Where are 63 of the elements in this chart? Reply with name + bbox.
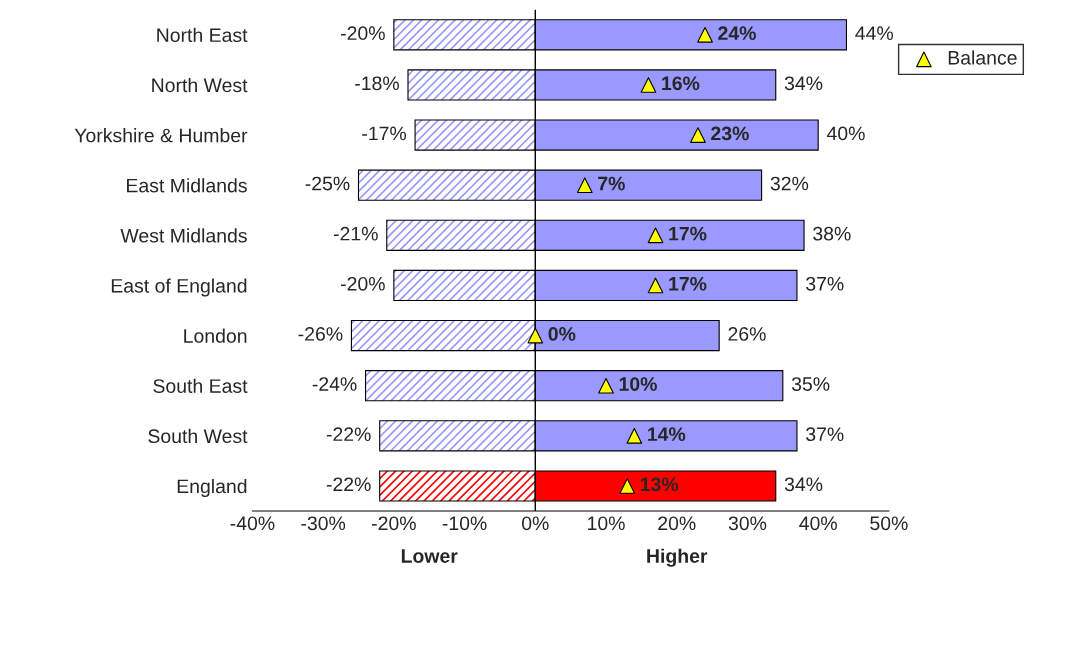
point [640,77,657,93]
data-label: 32% [770,176,809,191]
data-label: -22% [326,427,371,441]
y-tick-label: West Midlands [120,228,247,243]
data-label: 40% [826,126,865,141]
data-label: 24% [718,26,756,41]
y-tick-label: England [177,478,247,498]
point [598,377,614,394]
x-tick-label: -30% [301,516,346,531]
data-label: 37% [806,276,844,291]
y-tick-label: London [184,328,247,343]
y-tick-label: North West [152,77,248,93]
y-tick-label: South West [148,428,248,444]
data-label: 17% [669,226,707,241]
point [647,277,664,294]
data-label: 7% [598,176,625,191]
data-label: 0% [548,327,576,341]
data-label: 14% [648,427,686,442]
data-label: -26% [298,327,343,341]
x-tick-label: 10% [588,516,625,531]
x-tick-label: 50% [870,516,908,531]
data-label: 35% [791,377,830,391]
data-label: -22% [326,477,371,492]
data-label: 13% [640,477,679,492]
data-label: 16% [662,76,700,91]
y-tick-label: East of England [111,278,247,297]
text: Lower [401,549,458,563]
data-label: -17% [362,126,407,141]
text: Higher [647,548,708,567]
data-label: 10% [619,377,657,391]
y-tick-label: North East [157,27,248,43]
x-tick-label: 20% [658,516,696,531]
point [690,127,706,143]
point [619,478,636,494]
data-label: 23% [711,126,749,141]
point [626,428,643,444]
point [527,327,544,344]
x-tick-label: 30% [728,516,767,531]
x-tick-label: 40% [799,516,837,531]
data-label: -20% [340,276,385,291]
data-label: 26% [728,327,766,341]
data-label: 17% [669,276,707,291]
data-label: -20% [340,26,385,41]
y-tick-label: East Midlands [127,178,247,193]
data-label: -25% [305,176,350,191]
data-label: -21% [333,226,378,241]
data-label: -18% [355,76,399,91]
data-label: 37% [806,427,844,442]
point [697,26,713,43]
data-label: 38% [813,226,851,241]
x-tick-label: 0% [522,516,549,531]
data-label: 34% [784,477,823,492]
data-label: 44% [855,26,894,40]
legend-label: Balance [948,50,1017,65]
x-tick-label: -40% [230,516,275,531]
x-tick-label: -20% [372,516,416,531]
data-label: 34% [784,76,823,91]
point [647,227,664,244]
x-tick-label: -10% [442,516,487,531]
y-tick-label: South East [153,378,248,393]
point [576,177,593,194]
data-label: -24% [312,377,357,391]
y-tick-label: Yorkshire & Humber [74,128,248,143]
